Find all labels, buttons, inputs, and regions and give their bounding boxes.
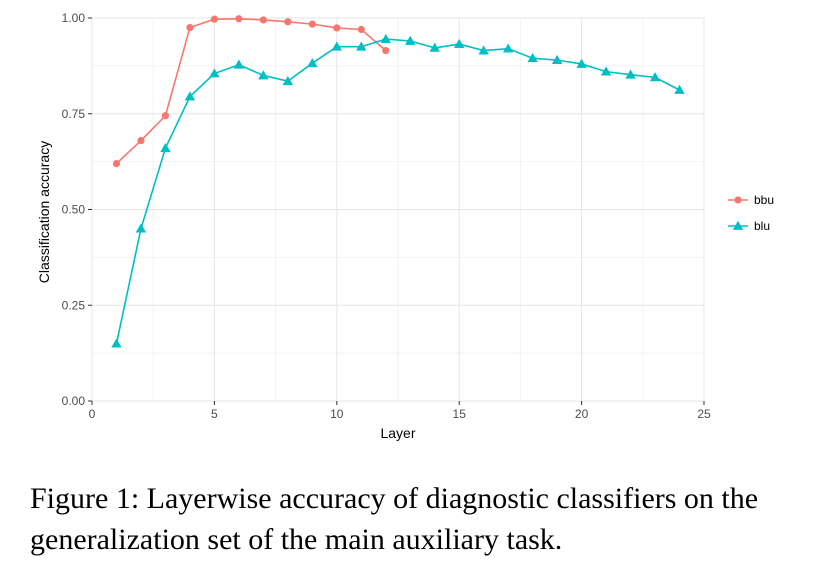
data-point-blu <box>282 75 294 86</box>
data-point-blu <box>307 57 318 68</box>
x-tick-label: 20 <box>575 407 589 421</box>
data-point-blu <box>405 35 416 45</box>
series-bbu <box>112 15 390 168</box>
y-tick-label: 0.00 <box>62 394 86 408</box>
x-tick-label: 5 <box>211 407 218 421</box>
data-point-blu <box>135 223 147 233</box>
data-point-blu <box>233 59 245 69</box>
data-point-blu <box>258 70 269 80</box>
data-point-blu <box>111 338 122 348</box>
x-tick-label: 0 <box>89 407 96 421</box>
series-blu <box>111 33 685 348</box>
data-point-bbu <box>112 159 121 168</box>
x-axis-title: Layer <box>380 425 415 441</box>
legend-item-bbu: bbu <box>728 193 774 207</box>
data-point-blu <box>160 143 171 153</box>
data-point-blu <box>674 84 685 94</box>
x-tick-label: 15 <box>453 407 467 421</box>
data-point-blu <box>380 33 391 43</box>
data-point-bbu <box>357 25 365 34</box>
data-point-bbu <box>333 24 341 32</box>
data-point-blu <box>209 68 220 78</box>
data-point-blu <box>454 38 465 48</box>
data-point-blu <box>429 42 440 52</box>
legend-key-marker <box>734 196 742 204</box>
data-point-bbu <box>259 16 267 24</box>
line-chart: 0 5 10 15 20 25 0.00 0.25 0.50 0.75 1.00 Layer Cl… <box>36 11 774 441</box>
series-line-bbu <box>115 17 387 165</box>
y-axis-title: Classification accuracy <box>36 141 52 283</box>
data-point-bbu <box>235 15 243 23</box>
data-point-bbu <box>161 112 170 120</box>
data-point-blu <box>551 54 563 65</box>
y-axis-ticks: 0.00 0.25 0.50 0.75 1.00 <box>62 11 92 408</box>
data-point-blu <box>184 91 196 101</box>
x-tick-label: 10 <box>330 407 344 421</box>
data-point-blu <box>331 41 342 51</box>
legend: bbu blu <box>728 193 774 233</box>
legend-label: bbu <box>754 193 774 207</box>
data-point-bbu <box>137 136 145 145</box>
figure-caption: Figure 1: Layerwise accuracy of diagnost… <box>30 482 759 556</box>
legend-item-blu: blu <box>728 219 770 233</box>
data-point-blu <box>502 43 514 53</box>
data-point-blu <box>527 53 538 63</box>
data-point-bbu <box>308 20 316 28</box>
legend-key-marker <box>732 220 744 230</box>
data-point-blu <box>625 69 636 79</box>
data-point-blu <box>576 58 587 68</box>
data-point-blu <box>600 66 612 76</box>
y-tick-label: 0.25 <box>62 298 86 312</box>
series-layer <box>111 15 685 348</box>
data-point-bbu <box>284 18 292 26</box>
x-axis-ticks: 0 5 10 15 20 25 <box>89 401 711 421</box>
data-point-blu <box>356 41 367 51</box>
y-tick-label: 1.00 <box>62 11 86 25</box>
data-point-bbu <box>186 23 194 32</box>
x-tick-label: 25 <box>697 407 711 421</box>
data-point-blu <box>649 72 661 82</box>
y-tick-label: 0.75 <box>62 107 86 121</box>
data-point-bbu <box>210 15 218 23</box>
y-tick-label: 0.50 <box>62 203 86 217</box>
data-point-blu <box>478 45 489 55</box>
legend-label: blu <box>754 219 770 233</box>
data-point-bbu <box>382 46 390 55</box>
